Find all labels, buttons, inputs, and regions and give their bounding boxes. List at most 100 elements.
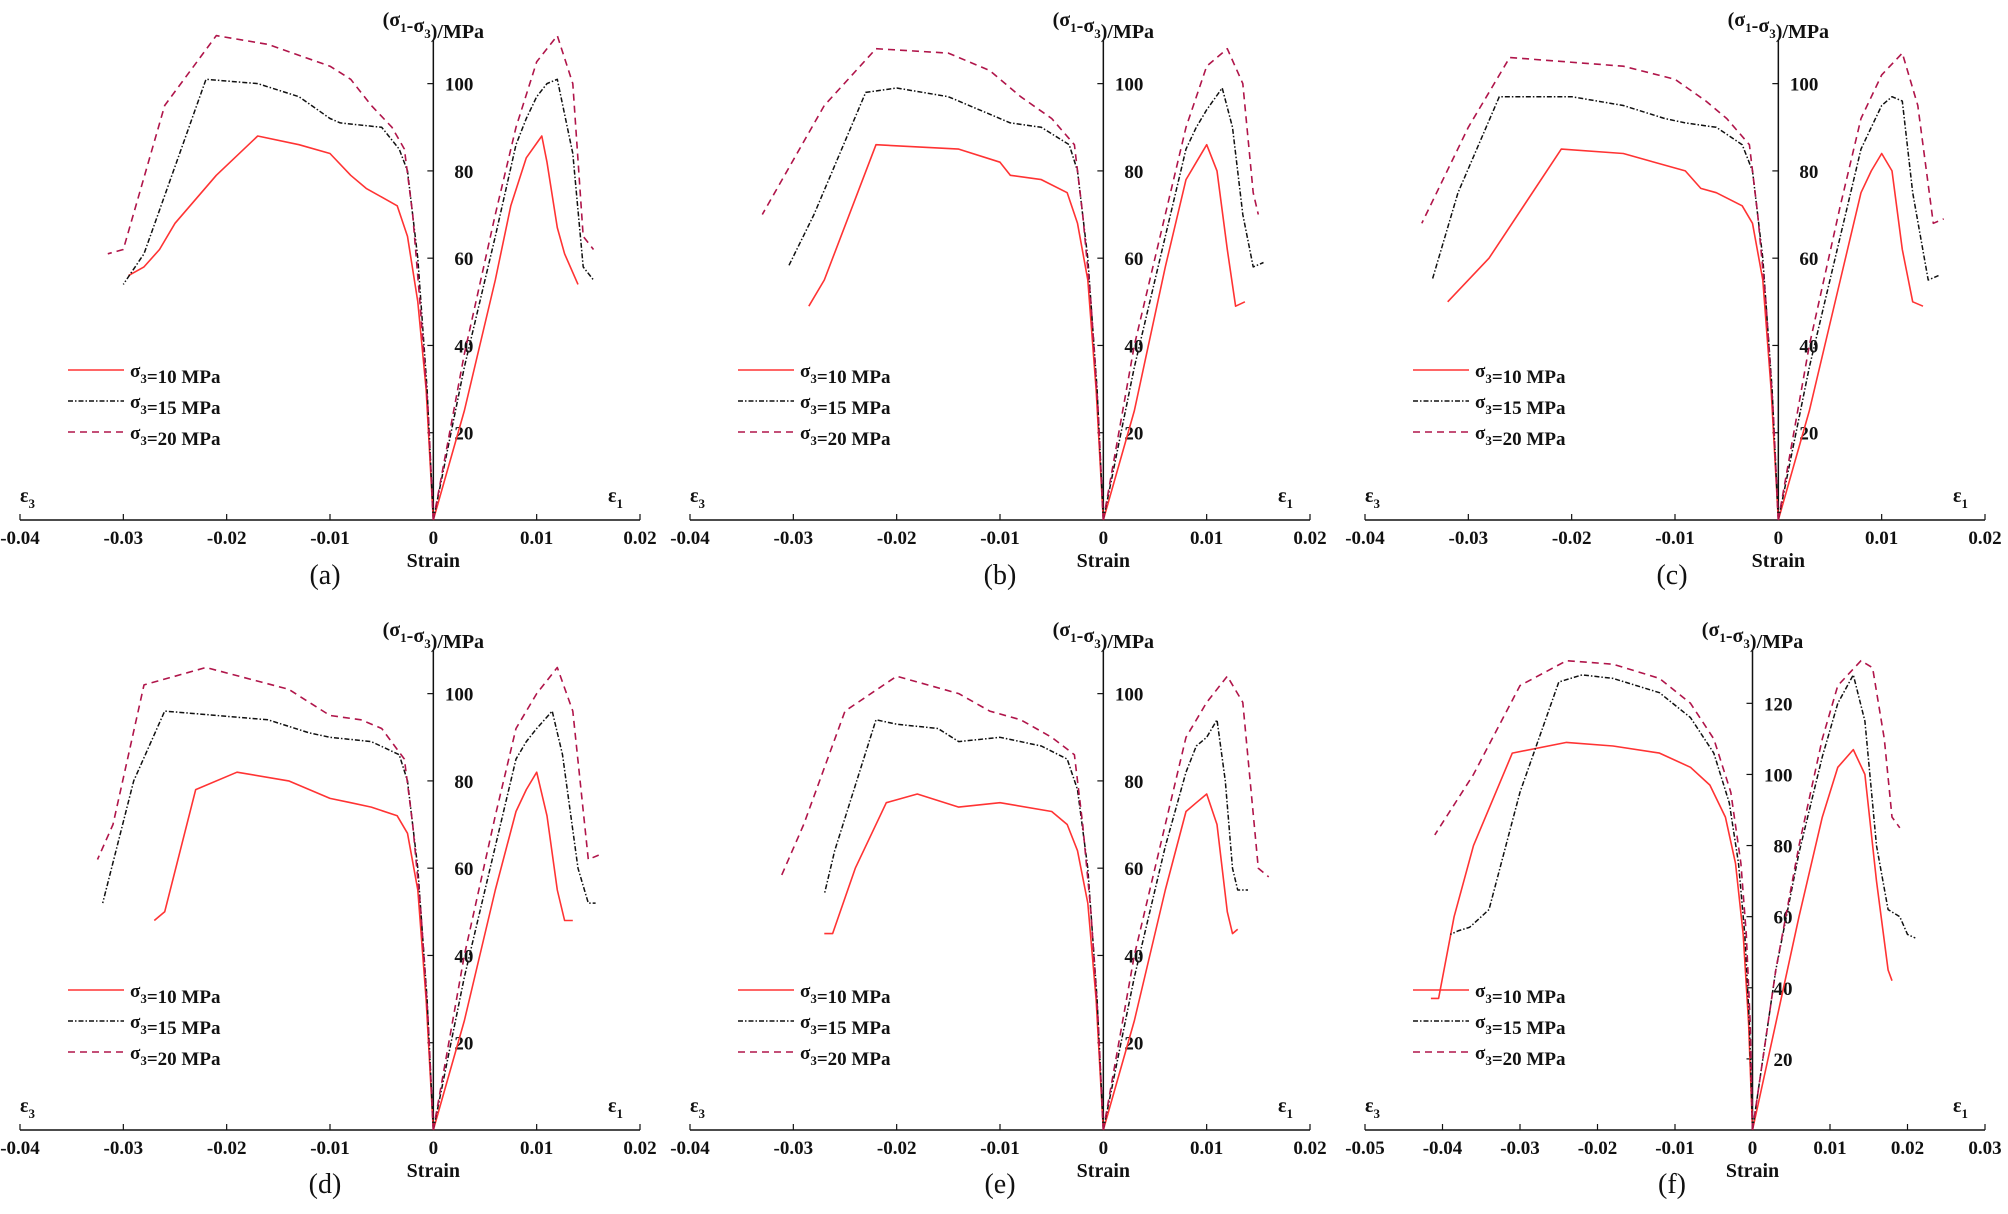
x-tick-label: 0.01 <box>1865 528 1898 549</box>
panel-caption: (a) <box>309 560 340 591</box>
x-tick-label: -0.02 <box>1578 1138 1618 1159</box>
series-2-eps3-line <box>101 710 435 1131</box>
eps1-label: ε1 <box>608 485 623 511</box>
x-tick-label: 0 <box>1099 528 1109 549</box>
series-2-eps3-line <box>823 719 1105 1131</box>
x-tick-label: -0.02 <box>877 1138 917 1159</box>
x-axis-label: Strain <box>1077 550 1130 572</box>
series-3-eps1-line <box>432 34 595 521</box>
x-tick-label: -0.02 <box>207 1138 247 1159</box>
series-3-eps3-line <box>761 47 1105 521</box>
eps3-label: ε3 <box>690 1095 706 1121</box>
x-tick-label: -0.02 <box>877 528 917 549</box>
series-3-eps3-line <box>1421 56 1780 521</box>
x-tick-label: 0.01 <box>520 1138 553 1159</box>
y-axis-label: (σ1-σ3)/MPa <box>1053 619 1154 653</box>
series-3-eps3-line <box>1434 659 1754 1131</box>
x-tick-label: -0.03 <box>104 528 144 549</box>
x-tick-label: 0 <box>429 528 439 549</box>
eps3-label: ε3 <box>20 1095 36 1121</box>
x-tick-label: -0.01 <box>310 528 350 549</box>
legend-label: σ3=20 MPa <box>800 423 891 450</box>
x-tick-label: -0.04 <box>1345 528 1385 549</box>
y-tick-label: 60 <box>1774 908 1793 929</box>
y-tick-label: 80 <box>1799 162 1818 183</box>
y-tick-label: 100 <box>445 685 474 706</box>
legend-label: σ3=20 MPa <box>130 423 221 450</box>
y-axis-label: (σ1-σ3)/MPa <box>1728 9 1829 43</box>
eps1-label: ε1 <box>1278 485 1293 511</box>
y-axis-label: (σ1-σ3)/MPa <box>1702 619 1803 653</box>
eps3-label: ε3 <box>1365 485 1381 511</box>
y-tick-label: 60 <box>1124 859 1143 880</box>
x-axis-label: Strain <box>407 1160 460 1182</box>
legend-label: σ3=15 MPa <box>1475 1012 1566 1039</box>
series-1-eps3-line <box>153 771 435 1131</box>
x-tick-label: 0.02 <box>1293 1138 1326 1159</box>
x-tick-label: -0.03 <box>104 1138 144 1159</box>
x-tick-label: 0.03 <box>1968 1138 2001 1159</box>
y-axis-label: (σ1-σ3)/MPa <box>1053 9 1154 43</box>
series-3-eps1-line <box>1102 47 1260 521</box>
series-2-eps1-line <box>432 78 595 521</box>
legend-label: σ3=10 MPa <box>130 981 221 1008</box>
series-3-eps1-line <box>1102 675 1270 1131</box>
series-1-eps1-line <box>432 135 579 521</box>
eps1-label: ε1 <box>608 1095 623 1121</box>
panel-e: -0.04 -0.03 -0.02 -0.01 0 0.01 0.0220406080100… <box>670 619 1326 1200</box>
x-axis-label: Strain <box>1726 1160 1779 1182</box>
legend-label: σ3=15 MPa <box>800 392 891 419</box>
series-2-eps1-line <box>1102 87 1264 521</box>
x-tick-label: 0.02 <box>623 1138 656 1159</box>
panel-caption: (b) <box>984 560 1017 591</box>
x-tick-label: -0.03 <box>1500 1138 1540 1159</box>
panel-f: -0.05 -0.04 -0.03 -0.02 -0.01 0 0.01 0.02 0.03 20… <box>1345 619 2001 1200</box>
x-tick-label: 0.02 <box>623 528 656 549</box>
y-tick-label: 80 <box>1774 837 1793 858</box>
legend-label: σ3=10 MPa <box>800 361 891 388</box>
panel-a: -0.04 -0.03 -0.02 -0.01 0 0.01 0.0220406080100… <box>0 9 656 591</box>
series-1-eps3-line <box>1447 148 1780 521</box>
panel-caption: (e) <box>984 1169 1015 1200</box>
legend-label: σ3=15 MPa <box>130 1012 221 1039</box>
series-2-eps1-line <box>1777 95 1939 521</box>
x-tick-label: 0.02 <box>1891 1138 1924 1159</box>
y-tick-label: 80 <box>1124 772 1143 793</box>
y-tick-label: 60 <box>454 249 473 270</box>
series-1-eps1-line <box>432 771 573 1131</box>
y-tick-label: 60 <box>454 859 473 880</box>
series-2-eps3-line <box>1431 95 1780 521</box>
panel-caption: (d) <box>309 1169 342 1200</box>
x-tick-label: -0.02 <box>207 528 247 549</box>
y-axis-label: (σ1-σ3)/MPa <box>383 619 484 653</box>
legend-label: σ3=15 MPa <box>130 392 221 419</box>
x-axis-label: Strain <box>407 550 460 572</box>
x-axis-label: Strain <box>1752 550 1805 572</box>
series-1-eps1-line <box>1102 143 1246 521</box>
y-tick-label: 40 <box>454 946 473 967</box>
y-tick-label: 100 <box>445 75 474 96</box>
y-tick-label: 100 <box>1115 75 1144 96</box>
x-tick-label: 0.02 <box>1968 528 2001 549</box>
series-1-eps3-line <box>808 143 1105 521</box>
x-tick-label: -0.01 <box>1655 528 1695 549</box>
x-tick-label: -0.01 <box>1655 1138 1695 1159</box>
legend-label: σ3=10 MPa <box>1475 981 1566 1008</box>
series-1-eps1-line <box>1777 152 1924 521</box>
eps1-label: ε1 <box>1953 485 1968 511</box>
eps3-label: ε3 <box>1365 1095 1381 1121</box>
x-tick-label: -0.01 <box>310 1138 350 1159</box>
x-tick-label: 0 <box>1099 1138 1109 1159</box>
panel-b: -0.04 -0.03 -0.02 -0.01 0 0.01 0.0220406080100… <box>670 9 1326 591</box>
series-2-eps3-line <box>1449 674 1754 1131</box>
series-1-eps1-line <box>1751 748 1893 1131</box>
x-tick-label: -0.01 <box>980 1138 1020 1159</box>
series-1-eps3-line <box>128 135 435 521</box>
x-tick-label: 0.02 <box>1293 528 1326 549</box>
legend-label: σ3=20 MPa <box>1475 423 1566 450</box>
y-tick-label: 80 <box>454 162 473 183</box>
x-tick-label: -0.03 <box>1449 528 1489 549</box>
series-2-eps1-line <box>1102 719 1248 1131</box>
series-3-eps1-line <box>1777 52 1945 521</box>
series-2-eps1-line <box>432 710 596 1131</box>
